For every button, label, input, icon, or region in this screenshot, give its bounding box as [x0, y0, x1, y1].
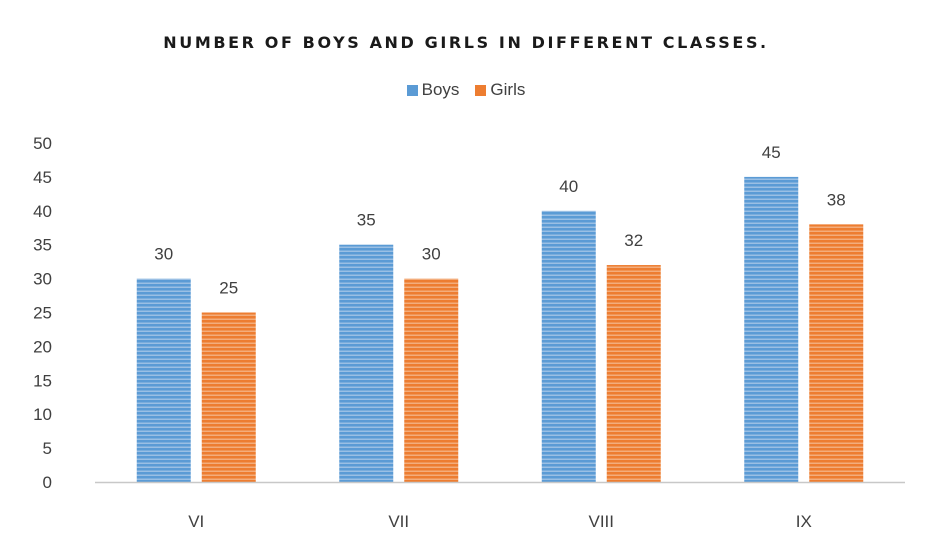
bar-girls-ix: [809, 224, 864, 483]
chart-title: NUMBER OF BOYS AND GIRLS IN DIFFERENT CL…: [163, 33, 769, 52]
data-label-boys-vi: 30: [154, 245, 173, 264]
data-label-girls-viii: 32: [624, 231, 643, 250]
bar-boys-ix: [744, 176, 799, 482]
bar-boys-viii: [541, 210, 596, 483]
data-label-girls-vii: 30: [422, 245, 441, 264]
data-label-boys-viii: 40: [559, 177, 578, 196]
y-tick-label-4: 20: [33, 337, 52, 356]
x-tick-label-vi: VI: [188, 512, 204, 531]
data-labels: 30 25 35 30 40 32 45 38: [154, 143, 845, 298]
bar-boys-vii: [339, 244, 394, 482]
bar-girls-vii: [404, 278, 459, 482]
y-tick-label-3: 15: [33, 371, 52, 390]
bar-girls-vi: [201, 312, 256, 482]
legend: Boys Girls: [0, 80, 932, 100]
legend-item-girls: Girls: [475, 80, 525, 100]
x-tick-label-vii: VII: [388, 512, 409, 531]
y-tick-label-7: 35: [33, 236, 52, 255]
data-label-girls-vi: 25: [219, 279, 238, 298]
y-tick-label-10: 50: [33, 134, 52, 153]
y-tick-label-2: 10: [33, 405, 52, 424]
bar-girls-viii: [606, 265, 661, 482]
legend-item-boys: Boys: [406, 80, 460, 100]
x-tick-label-ix: IX: [796, 512, 812, 531]
legend-swatch-girls: [475, 84, 487, 96]
y-tick-label-8: 40: [33, 202, 52, 221]
y-tick-label-1: 5: [43, 439, 52, 458]
bars: [136, 176, 864, 483]
data-label-boys-vii: 35: [357, 211, 376, 230]
data-label-boys-ix: 45: [762, 143, 781, 162]
legend-label-girls: Girls: [490, 80, 526, 99]
y-axis-ticks: 0 5 10 15 20 25 30 35 40 45 50: [33, 134, 52, 492]
legend-label-boys: Boys: [421, 80, 460, 99]
x-axis-ticks: VI VII VIII IX: [188, 512, 812, 531]
y-tick-label-6: 30: [33, 270, 52, 289]
bar-boys-vi: [136, 278, 191, 482]
y-tick-label-0: 0: [43, 473, 52, 492]
x-tick-label-viii: VIII: [588, 512, 614, 531]
data-label-girls-ix: 38: [827, 190, 846, 209]
legend-swatch-boys: [406, 84, 418, 96]
y-tick-label-5: 25: [33, 304, 52, 323]
y-tick-label-9: 45: [33, 168, 52, 187]
